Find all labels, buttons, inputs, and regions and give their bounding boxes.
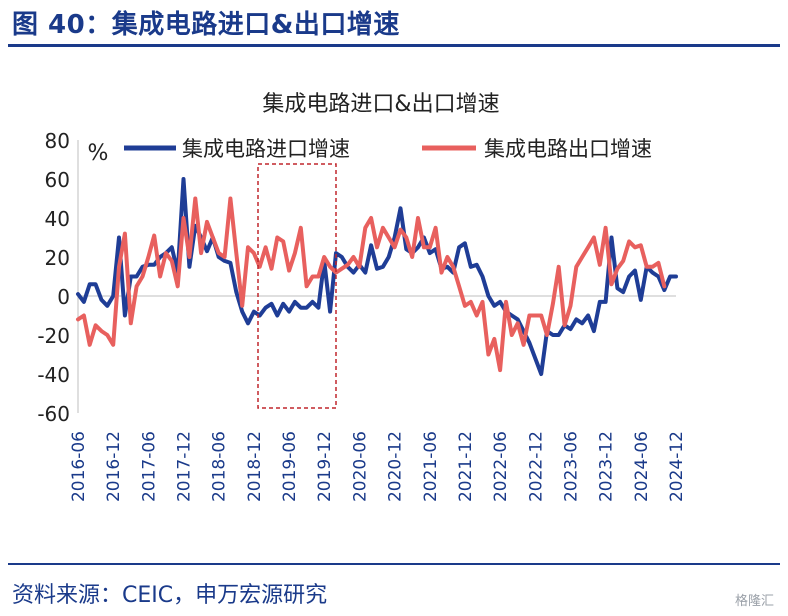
chart-title: 集成电路进口&出口增速 [262,92,499,117]
highlight-box [257,163,337,409]
y-tick-label: -60 [37,402,70,426]
y-tick-label: 0 [57,285,70,309]
x-tick-label: 2024-06 [632,431,652,502]
x-tick-label: 2022-12 [526,431,546,502]
legend: 集成电路进口增速 集成电路出口增速 [124,137,652,161]
x-axis: 2016-06 2016-12 2017-06 2017-12 2018-06 2018-… [69,295,687,502]
x-tick-label: 2020-06 [350,431,370,502]
x-tick-label: 2020-12 [386,431,406,502]
y-tick-label: -20 [37,324,70,348]
y-tick-label: -40 [37,363,70,387]
y-tick-label: 40 [45,207,70,231]
x-tick-label: 2023-12 [597,431,617,502]
x-tick-label: 2022-06 [491,431,511,502]
y-axis: 80 60 40 20 0 -20 -40 -60 [37,129,79,426]
series-layer [76,177,678,376]
source-note: 资料来源：CEIC，申万宏源研究 [12,583,328,608]
source-rule [8,563,780,565]
x-tick-label: 2017-12 [175,431,195,502]
x-tick-label: 2018-06 [210,431,230,502]
x-tick-label: 2021-12 [456,431,476,502]
watermark-logo: 格隆汇 [734,594,774,609]
x-tick-label: 2016-12 [104,431,124,502]
series-line-export [76,196,667,373]
y-tick-label: 20 [45,246,70,270]
y-tick-label: 80 [45,129,70,153]
x-tick-label: 2016-06 [69,431,89,502]
series-line-import [76,177,678,376]
legend-label-import: 集成电路进口增速 [182,137,350,161]
x-tick-label: 2017-06 [139,431,159,502]
x-tick-label: 2019-06 [280,431,300,502]
legend-label-export: 集成电路出口增速 [484,137,652,161]
y-unit-label: % [88,141,109,166]
x-tick-label: 2019-12 [315,431,335,502]
y-tick-label: 60 [45,168,70,192]
title-rule [8,44,780,47]
x-tick-label: 2023-06 [561,431,581,502]
chart: 集成电路进口&出口增速 % 集成电路进口增速 集成电路出口增速 80 60 40 20… [37,92,687,502]
x-tick-label: 2021-06 [421,431,441,502]
figure-title: 图 40：集成电路进口&出口增速 [12,10,400,40]
x-tick-label: 2018-12 [245,431,265,502]
x-tick-label: 2024-12 [667,431,687,502]
